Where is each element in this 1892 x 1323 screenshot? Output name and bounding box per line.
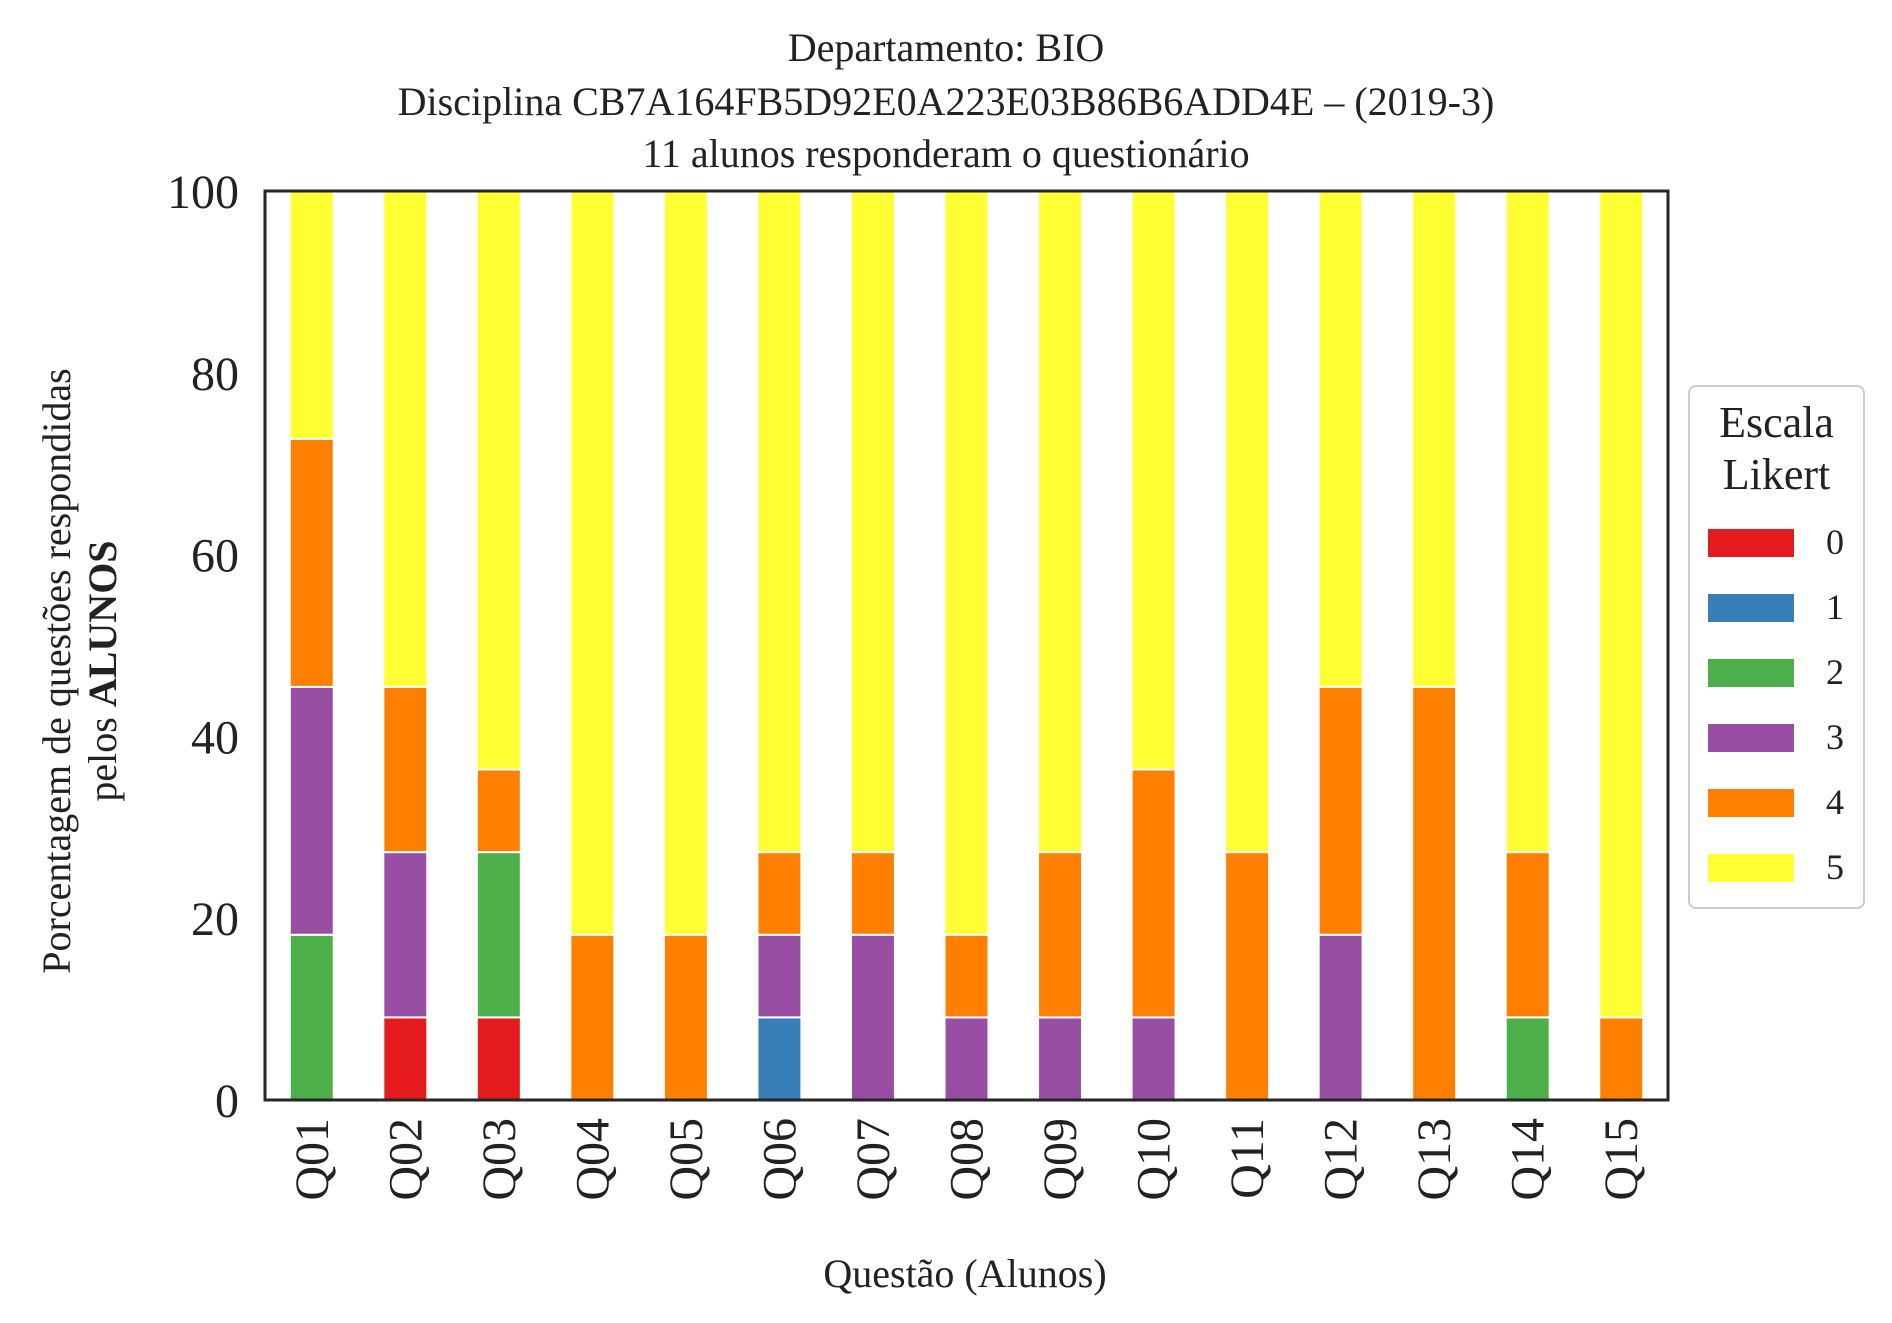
bar-segment-q14-likert-4 xyxy=(1504,851,1551,1019)
legend-swatch xyxy=(1708,529,1794,557)
x-tick-label-q06: Q06 xyxy=(753,1118,806,1201)
x-tick-label-q10: Q10 xyxy=(1128,1118,1181,1201)
bar-segment-q06-likert-1 xyxy=(756,1016,803,1101)
legend-swatch xyxy=(1708,659,1794,687)
bar-segment-q03-likert-0 xyxy=(475,1016,522,1101)
bar-segment-q06-likert-3 xyxy=(756,933,803,1019)
bar-segment-q12-likert-4 xyxy=(1317,685,1364,936)
y-tick-label: 0 xyxy=(215,1075,239,1128)
bar-segment-q10-likert-4 xyxy=(1130,768,1177,1019)
bar-segment-q04-likert-4 xyxy=(569,933,616,1101)
bar-segment-q08-likert-4 xyxy=(943,933,990,1019)
bar-segment-q03-likert-4 xyxy=(475,768,522,854)
bar-segment-q09-likert-4 xyxy=(1037,851,1084,1019)
x-tick-label-q03: Q03 xyxy=(473,1118,526,1201)
bar-segment-q14-likert-5 xyxy=(1504,190,1551,854)
bar-segment-q08-likert-5 xyxy=(943,190,990,936)
legend-swatch xyxy=(1708,789,1794,817)
x-tick-label-q01: Q01 xyxy=(286,1118,339,1201)
legend-swatch xyxy=(1708,594,1794,622)
y-axis-label: Porcentagem de questões respondidas pelo… xyxy=(34,221,126,1121)
y-axis-label-bold: ALUNOS xyxy=(80,540,125,708)
bar-segment-q10-likert-5 xyxy=(1130,190,1177,771)
legend-title: Escala Likert xyxy=(1690,397,1863,501)
y-axis-label-line-1: Porcentagem de questões respondidas xyxy=(34,368,79,974)
x-tick-label-q13: Q13 xyxy=(1408,1118,1461,1201)
y-tick-label: 100 xyxy=(167,166,239,219)
x-axis-label: Questão (Alunos) xyxy=(823,1251,1107,1296)
legend-title-line-2: Likert xyxy=(1722,450,1831,499)
bar-segment-q02-likert-5 xyxy=(382,190,429,688)
bar-segment-q05-likert-5 xyxy=(662,190,709,936)
y-tick-label: 40 xyxy=(191,711,239,764)
chart-title-line-2: Disciplina CB7A164FB5D92E0A223E03B86B6AD… xyxy=(397,79,1495,124)
x-tick-label-q15: Q15 xyxy=(1595,1118,1648,1201)
bar-segment-q12-likert-3 xyxy=(1317,933,1364,1101)
legend-item-1: 1 xyxy=(1708,589,1858,625)
legend-item-3: 3 xyxy=(1708,719,1858,755)
bar-segment-q09-likert-3 xyxy=(1037,1016,1084,1101)
legend-label: 1 xyxy=(1826,587,1844,627)
x-tick-label-q14: Q14 xyxy=(1502,1118,1555,1201)
legend-label: 4 xyxy=(1826,782,1844,822)
x-tick-label-q08: Q08 xyxy=(941,1118,994,1201)
bar-segment-q13-likert-4 xyxy=(1411,685,1458,1101)
bar-segment-q02-likert-0 xyxy=(382,1016,429,1101)
bar-segment-q01-likert-3 xyxy=(288,685,335,936)
y-axis-label-line-2: pelos ALUNOS xyxy=(80,540,125,802)
bar-segment-q02-likert-4 xyxy=(382,685,429,854)
bar-segment-q09-likert-5 xyxy=(1037,190,1084,854)
legend-label: 3 xyxy=(1826,717,1844,757)
bar-segment-q07-likert-3 xyxy=(849,933,896,1101)
bar-segment-q03-likert-5 xyxy=(475,190,522,771)
x-tick-label-q05: Q05 xyxy=(660,1118,713,1201)
bar-segment-q01-likert-2 xyxy=(288,933,335,1101)
x-tick-label-q07: Q07 xyxy=(847,1118,900,1201)
bar-segment-q06-likert-5 xyxy=(756,190,803,854)
legend-item-2: 2 xyxy=(1708,654,1858,690)
bar-segment-q06-likert-4 xyxy=(756,851,803,936)
legend-item-0: 0 xyxy=(1708,524,1858,560)
bar-segment-q03-likert-2 xyxy=(475,851,522,1019)
x-tick-label-q02: Q02 xyxy=(379,1118,432,1201)
y-tick-label: 80 xyxy=(191,348,239,401)
chart-title-line-1: Departamento: BIO xyxy=(787,25,1105,70)
legend-label: 5 xyxy=(1826,847,1844,887)
x-tick-label-q11: Q11 xyxy=(1221,1118,1274,1199)
y-tick-label: 60 xyxy=(191,530,239,583)
plot-frame xyxy=(263,189,1670,1102)
legend-label: 0 xyxy=(1826,522,1844,562)
x-tick-label-q12: Q12 xyxy=(1315,1118,1368,1201)
y-tick-label: 20 xyxy=(191,893,239,946)
x-tick-label-q04: Q04 xyxy=(566,1118,619,1201)
bar-segment-q05-likert-4 xyxy=(662,933,709,1101)
bar-segment-q15-likert-5 xyxy=(1598,190,1645,1019)
bar-segment-q15-likert-4 xyxy=(1598,1016,1645,1101)
legend-item-4: 4 xyxy=(1708,784,1858,820)
bar-segment-q11-likert-5 xyxy=(1224,190,1271,854)
legend-swatch xyxy=(1708,724,1794,752)
legend-title-line-1: Escala xyxy=(1719,398,1834,447)
legend-label: 2 xyxy=(1826,652,1844,692)
legend-item-5: 5 xyxy=(1708,849,1858,885)
bar-segment-q01-likert-4 xyxy=(288,437,335,688)
bar-segment-q08-likert-3 xyxy=(943,1016,990,1101)
bar-segment-q13-likert-5 xyxy=(1411,190,1458,688)
legend-swatch xyxy=(1708,854,1794,882)
bar-segment-q14-likert-2 xyxy=(1504,1016,1551,1101)
bar-segment-q12-likert-5 xyxy=(1317,190,1364,688)
legend: Escala Likert 0 1 2 3 4 5 xyxy=(1688,385,1865,909)
bar-segment-q01-likert-5 xyxy=(288,190,335,440)
bar-segment-q11-likert-4 xyxy=(1224,851,1271,1102)
bar-segment-q07-likert-4 xyxy=(849,851,896,936)
bar-segment-q10-likert-3 xyxy=(1130,1016,1177,1101)
bar-segment-q07-likert-5 xyxy=(849,190,896,854)
bar-segment-q02-likert-3 xyxy=(382,851,429,1019)
x-tick-label-q09: Q09 xyxy=(1034,1118,1087,1201)
bar-segment-q04-likert-5 xyxy=(569,190,616,936)
chart-title-line-3: 11 alunos responderam o questionário xyxy=(642,131,1250,176)
